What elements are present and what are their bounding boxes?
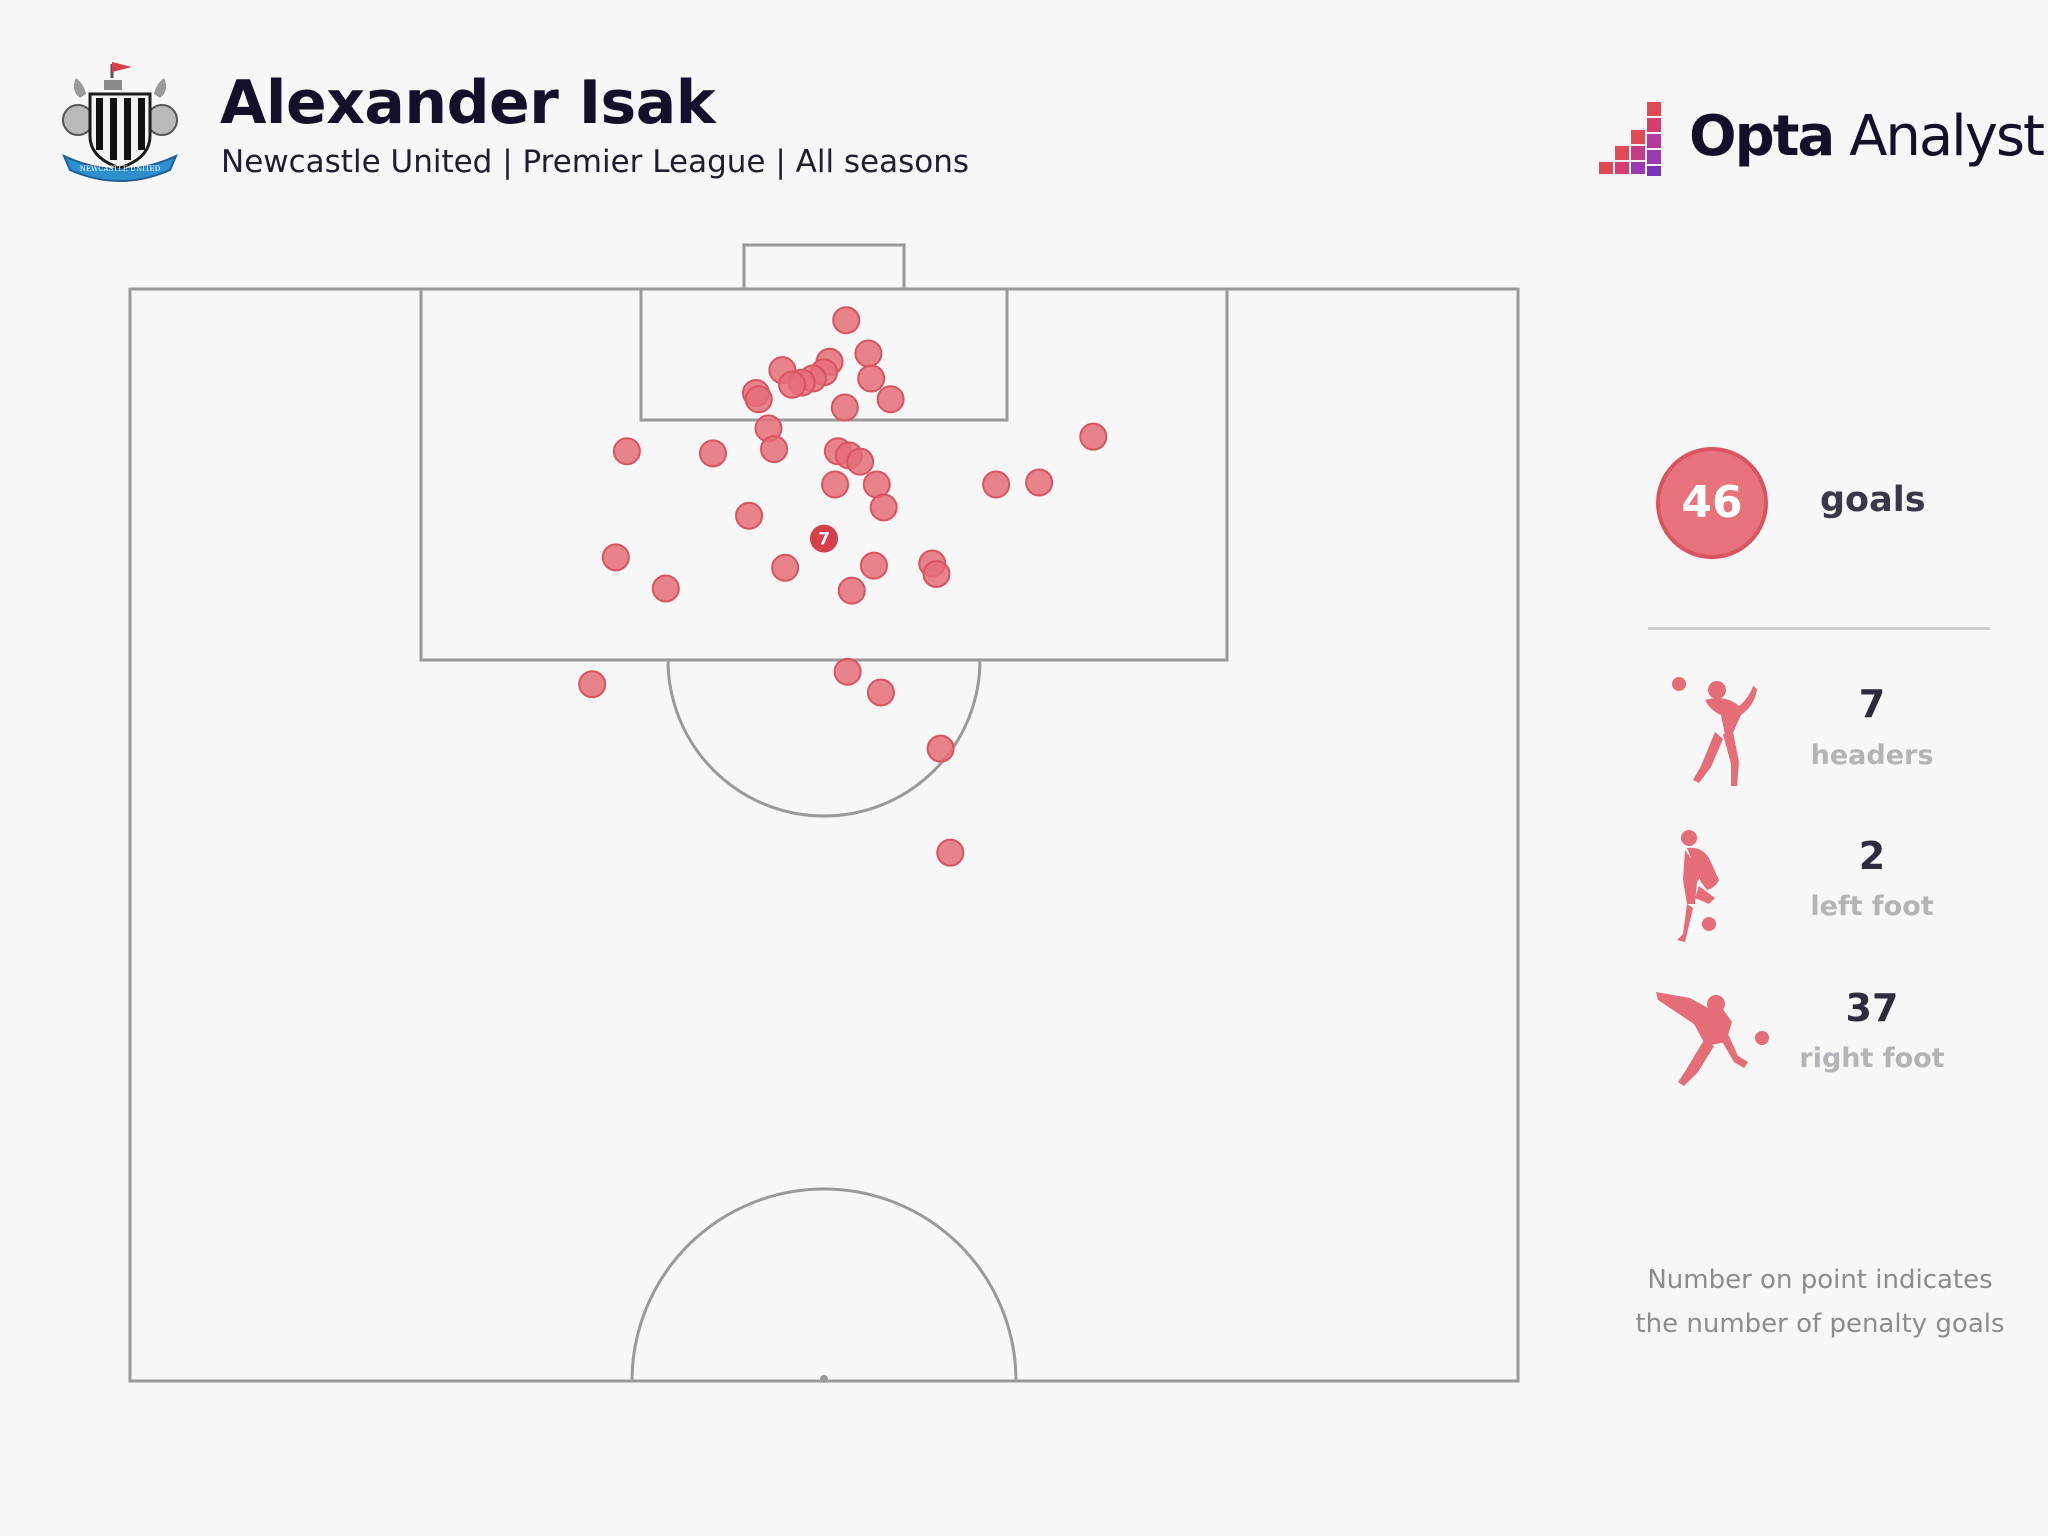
header-player-icon <box>1672 677 1757 786</box>
left-foot-player-icon <box>1677 830 1719 942</box>
goal-marker <box>1079 422 1108 451</box>
goal-marker <box>854 339 883 368</box>
goal-marker <box>744 385 773 414</box>
goal-marker <box>778 370 807 399</box>
left-foot-label: left foot <box>1810 891 1934 922</box>
goal-marker <box>859 551 888 580</box>
centre-circle <box>630 1187 1018 1382</box>
centre-spot <box>820 1375 828 1383</box>
goal-marker <box>830 393 859 422</box>
page-subtitle: Newcastle United | Premier League | All … <box>221 144 970 180</box>
penalty-footnote: Number on point indicates the number of … <box>1610 1258 2030 1346</box>
six-yard-box <box>639 287 1009 422</box>
summary-divider <box>1648 627 1990 630</box>
goal-marker <box>601 543 630 572</box>
goal-marker <box>876 385 905 414</box>
left-foot-value: 2 <box>1858 834 1886 878</box>
goal-marker <box>832 306 861 335</box>
penalty-goal-marker <box>810 524 838 553</box>
goal-marker <box>612 437 641 466</box>
opta-logo-mark-icon <box>1599 102 1661 176</box>
newcastle-united-crest-icon: NEWCASTLE UNITED <box>62 62 178 182</box>
goal-marker <box>936 838 965 867</box>
goal-marker <box>922 559 951 588</box>
penalty-arc <box>666 659 982 818</box>
goal-marker <box>846 447 875 476</box>
total-goals-value: 46 <box>1681 477 1742 528</box>
goal-marker <box>760 435 789 464</box>
goal-marker <box>698 439 727 468</box>
page-title: Alexander Isak <box>220 68 716 138</box>
right-foot-player-icon <box>1656 992 1769 1086</box>
goal-marker <box>651 574 680 603</box>
goal-marker <box>837 576 866 605</box>
penalty-goals-count: 7 <box>818 530 830 550</box>
opta-analyst-logo: Opta Analyst <box>1595 96 2045 182</box>
goal-marker <box>578 670 607 699</box>
right-foot-value: 37 <box>1845 986 1899 1030</box>
goal-frame <box>742 243 906 291</box>
goal-marker <box>771 553 800 582</box>
footnote-line-2: the number of penalty goals <box>1635 1309 2005 1339</box>
right-foot-label: right foot <box>1799 1043 1945 1074</box>
headers-value: 7 <box>1858 682 1886 726</box>
goal-marker <box>833 657 862 686</box>
footnote-line-1: Number on point indicates <box>1647 1265 1993 1295</box>
goal-markers: 7 <box>578 306 1108 867</box>
goal-marker <box>735 501 764 530</box>
penalty-box <box>419 287 1229 662</box>
brand-name: Opta Analyst <box>1689 104 2045 169</box>
goal-marker <box>857 364 886 393</box>
goal-marker <box>866 678 895 707</box>
svg-text:NEWCASTLE UNITED: NEWCASTLE UNITED <box>80 165 161 173</box>
goal-marker <box>1025 468 1054 497</box>
goal-marker <box>869 493 898 522</box>
goal-marker <box>982 470 1011 499</box>
goal-marker <box>821 470 850 499</box>
goal-marker <box>926 734 955 763</box>
headers-label: headers <box>1810 740 1934 771</box>
total-goals-badge: 46 <box>1656 447 1768 559</box>
goals-label: goals <box>1820 480 1926 520</box>
